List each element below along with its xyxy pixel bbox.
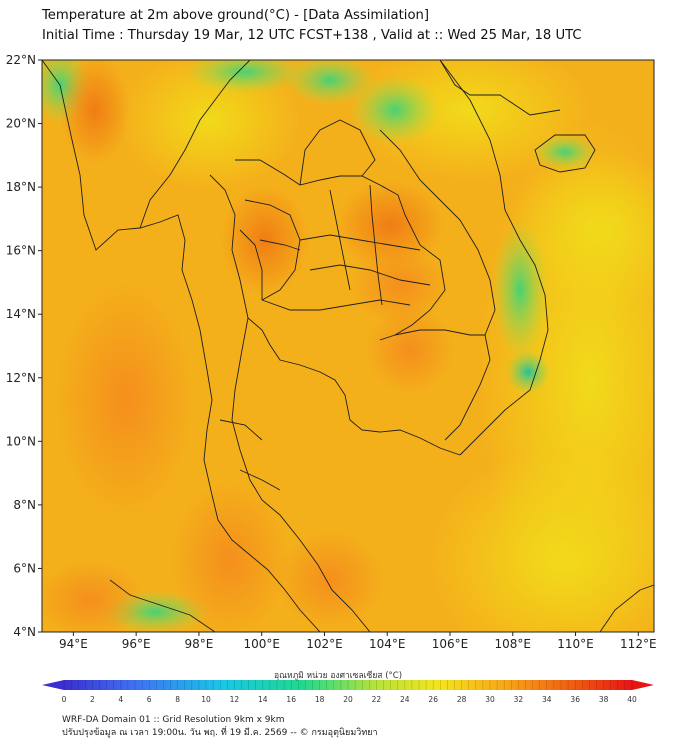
colorbar-tick-label: 36 [570, 695, 580, 704]
lon-label: 104°E [369, 637, 406, 651]
map-frame [41, 59, 655, 633]
lat-label: 22°N [6, 53, 36, 67]
latitude-axis: 22°N 20°N 18°N 16°N 14°N 12°N 10°N 8°N 6°N 4°N [6, 53, 42, 639]
footer: WRF-DA Domain 01 :: Grid Resolution 9km … [62, 714, 378, 740]
lon-label: 108°E [495, 637, 532, 651]
lat-label: 20°N [6, 117, 36, 131]
map-title: Temperature at 2m above ground(°C) - [Da… [42, 6, 582, 46]
footer-line-1: WRF-DA Domain 01 :: Grid Resolution 9km … [62, 715, 285, 725]
colorbar-minor-ticks [63, 680, 633, 690]
longitude-axis: 94°E 96°E 98°E 100°E 102°E 104°E 106°E 108°E 110… [59, 632, 657, 651]
lon-label: 106°E [432, 637, 469, 651]
colorbar-tick-label: 16 [286, 695, 296, 704]
lon-label: 100°E [243, 637, 280, 651]
lat-label: 12°N [6, 371, 36, 385]
colorbar-tick-label: 6 [147, 695, 152, 704]
colorbar-tick-label: 4 [118, 695, 123, 704]
lat-label: 16°N [6, 244, 36, 258]
temperature-field [42, 60, 654, 632]
lon-label: 98°E [184, 637, 213, 651]
colorbar-tick-label: 0 [62, 695, 67, 704]
colorbar-tick-label: 34 [542, 695, 552, 704]
colorbar-min-arrow [42, 680, 64, 690]
lat-label: 8°N [13, 498, 36, 512]
colorbar-tick-label: 18 [315, 695, 325, 704]
colorbar-tick-label: 14 [258, 695, 268, 704]
lat-label: 4°N [13, 625, 36, 639]
lat-label: 10°N [6, 434, 36, 448]
lon-label: 96°E [122, 637, 151, 651]
colorbar-tick-label: 32 [514, 695, 524, 704]
lon-label: 112°E [620, 637, 657, 651]
colorbar-gradient [64, 680, 632, 690]
colorbar-tick-labels: 0 2 4 6 8 10 12 14 16 18 20 22 24 26 28 30 32 34 36 38 40 [62, 695, 637, 704]
colorbar-tick-label: 2 [90, 695, 95, 704]
colorbar-tick-label: 20 [343, 695, 353, 704]
footer-line-2: ปรับปรุงข้อมูล ณ เวลา 19:00น. วัน พฤ. ที… [62, 728, 378, 738]
colorbar-tick-label: 24 [400, 695, 410, 704]
coastline-borders [42, 60, 654, 632]
colorbar-tick-label: 30 [485, 695, 495, 704]
title-line-1: Temperature at 2m above ground(°C) - [Da… [42, 8, 430, 23]
colorbar-tick-label: 28 [457, 695, 467, 704]
lat-label: 6°N [13, 561, 36, 575]
colorbar-tick-label: 10 [201, 695, 211, 704]
colorbar-tick-label: 8 [175, 695, 180, 704]
colorbar-max-arrow [632, 680, 654, 690]
colorbar-tick-label: 38 [599, 695, 609, 704]
colorbar-title: อุณหภูมิ หน่วย องศาเซลเซียส (°C) [273, 671, 403, 681]
lon-label: 94°E [59, 637, 88, 651]
title-line-2: Initial Time : Thursday 19 Mar, 12 UTC F… [42, 28, 582, 43]
colorbar-tick-label: 22 [372, 695, 382, 704]
colorbar: 0 2 4 6 8 10 12 14 16 18 20 22 24 26 28 30 32 34 36 38 40 [42, 680, 654, 704]
lat-label: 14°N [6, 307, 36, 321]
colorbar-tick-label: 26 [428, 695, 438, 704]
colorbar-tick-label: 12 [230, 695, 240, 704]
lon-label: 102°E [306, 637, 343, 651]
lat-label: 18°N [6, 180, 36, 194]
lon-label: 110°E [557, 637, 594, 651]
colorbar-tick-label: 40 [627, 695, 637, 704]
